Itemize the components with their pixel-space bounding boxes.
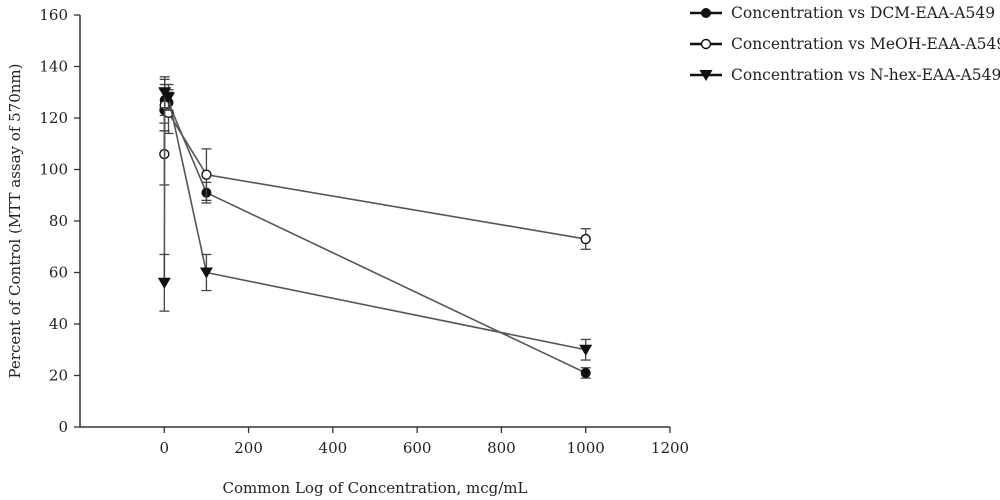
series-line	[163, 98, 587, 374]
y-tick-label: 60	[49, 264, 68, 282]
legend-item: Concentration vs MeOH-EAA-A549	[690, 35, 1000, 53]
series-2	[159, 78, 591, 250]
x-tick-label: 600	[403, 439, 432, 457]
data-point	[580, 233, 591, 245]
x-tick-label: 400	[319, 439, 348, 457]
data-point	[199, 267, 213, 279]
y-tick-label: 40	[49, 315, 68, 333]
y-tick-label: 120	[39, 109, 68, 127]
data-point	[580, 367, 591, 378]
legend-marker	[700, 38, 712, 50]
y-tick-label: 0	[58, 418, 68, 436]
x-tick-label: 800	[487, 439, 516, 457]
y-tick-label: 140	[39, 58, 68, 76]
y-tick-label: 80	[49, 212, 68, 230]
legend-marker	[699, 70, 713, 82]
data-point	[579, 344, 593, 356]
x-tick-label: 1000	[567, 439, 605, 457]
x-tick-label: 0	[160, 439, 170, 457]
x-axis-ticks: 0 200 400 600 800 1000 1200	[160, 427, 689, 457]
legend-label: Concentration vs DCM-EAA-A549	[731, 4, 995, 22]
series-line	[163, 104, 586, 240]
series-3	[157, 76, 593, 361]
x-axis-title: Common Log of Concentration, mcg/mL	[223, 479, 528, 497]
y-tick-label: 100	[39, 161, 68, 179]
legend-marker	[701, 8, 711, 18]
plot-area	[157, 76, 593, 379]
axes: 0 200 400 600 800 1000 1200 0 20 40 60 80 100 120 140…	[39, 6, 689, 457]
x-tick-label: 200	[234, 439, 263, 457]
data-point	[162, 92, 175, 104]
series-1	[159, 83, 591, 379]
series-line	[163, 89, 586, 351]
legend: Concentration vs DCM-EAA-A549 Concentrati…	[690, 4, 1000, 84]
legend-item: Concentration vs DCM-EAA-A549	[690, 4, 995, 22]
legend-label: Concentration vs MeOH-EAA-A549	[731, 35, 1000, 53]
legend-label: Concentration vs N-hex-EAA-A549	[731, 66, 1000, 84]
data-point	[201, 169, 212, 180]
y-axis-ticks: 0 20 40 60 80 100 120 140 160	[39, 6, 80, 436]
x-tick-label: 1200	[651, 439, 689, 457]
y-tick-label: 160	[39, 6, 68, 24]
y-tick-label: 20	[49, 367, 68, 385]
y-axis-title: Percent of Control (MTT assay of 570nm)	[6, 63, 24, 378]
data-point	[157, 277, 171, 289]
legend-item: Concentration vs N-hex-EAA-A549	[690, 66, 1000, 84]
